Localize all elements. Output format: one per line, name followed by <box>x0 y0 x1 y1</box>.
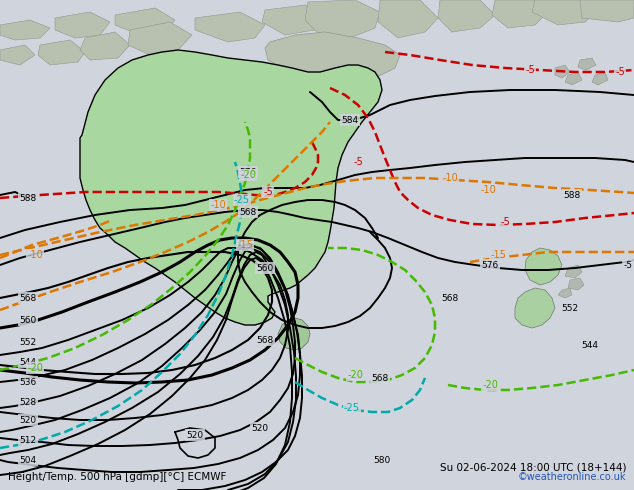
Text: -5: -5 <box>353 157 363 167</box>
Text: 528: 528 <box>20 397 37 407</box>
Text: 568: 568 <box>372 373 389 383</box>
Polygon shape <box>80 50 382 325</box>
Polygon shape <box>558 288 572 298</box>
Polygon shape <box>305 0 380 38</box>
Text: -5: -5 <box>525 65 535 75</box>
Text: -20: -20 <box>240 170 256 180</box>
Text: 544: 544 <box>581 341 598 349</box>
Text: 568: 568 <box>256 336 274 344</box>
Text: 544: 544 <box>20 358 37 367</box>
Text: -20: -20 <box>27 363 43 373</box>
Text: 520: 520 <box>20 416 37 424</box>
Polygon shape <box>278 318 310 350</box>
Text: 504: 504 <box>20 456 37 465</box>
Polygon shape <box>492 0 548 28</box>
Text: Height/Temp. 500 hPa [gdmp][°C] ECMWF: Height/Temp. 500 hPa [gdmp][°C] ECMWF <box>8 472 226 482</box>
Text: -10: -10 <box>27 250 43 260</box>
Text: -20: -20 <box>482 380 498 390</box>
Text: -20: -20 <box>347 370 363 380</box>
Text: 576: 576 <box>240 168 257 176</box>
Text: 552: 552 <box>20 338 37 346</box>
Polygon shape <box>592 72 608 85</box>
Text: -25: -25 <box>344 403 360 413</box>
Text: -10: -10 <box>210 200 226 210</box>
Polygon shape <box>578 58 596 70</box>
Text: 568: 568 <box>441 294 458 302</box>
Text: 588: 588 <box>564 191 581 199</box>
Polygon shape <box>195 12 265 42</box>
Text: 520: 520 <box>252 423 269 433</box>
Text: 536: 536 <box>20 377 37 387</box>
Text: 560: 560 <box>256 264 274 272</box>
Polygon shape <box>80 32 130 60</box>
Text: ©weatheronline.co.uk: ©weatheronline.co.uk <box>517 472 626 482</box>
Text: 588: 588 <box>20 194 37 202</box>
Text: Su 02-06-2024 18:00 UTC (18+144): Su 02-06-2024 18:00 UTC (18+144) <box>439 462 626 472</box>
Polygon shape <box>515 288 555 328</box>
Text: -10: -10 <box>480 185 496 195</box>
Polygon shape <box>262 5 328 35</box>
Polygon shape <box>265 32 400 82</box>
Polygon shape <box>532 0 598 25</box>
Text: 580: 580 <box>373 456 391 465</box>
Text: 576: 576 <box>481 261 498 270</box>
Text: -10: -10 <box>442 173 458 183</box>
Polygon shape <box>565 265 582 278</box>
Text: 520: 520 <box>186 431 204 440</box>
Text: 568: 568 <box>240 207 257 217</box>
Text: -25: -25 <box>234 195 250 205</box>
Polygon shape <box>568 278 584 290</box>
Polygon shape <box>555 65 570 78</box>
Text: -5: -5 <box>263 187 273 197</box>
Polygon shape <box>0 45 35 65</box>
Text: -15: -15 <box>490 250 506 260</box>
Text: -15: -15 <box>237 240 253 250</box>
Text: 568: 568 <box>20 294 37 302</box>
Polygon shape <box>0 20 50 40</box>
Text: 512: 512 <box>20 436 37 444</box>
Polygon shape <box>438 0 495 32</box>
Polygon shape <box>128 22 192 55</box>
Text: -5: -5 <box>500 217 510 227</box>
Polygon shape <box>580 0 634 22</box>
Text: 560: 560 <box>20 316 37 324</box>
Text: -5: -5 <box>615 67 625 77</box>
Text: -5: -5 <box>623 261 633 270</box>
Polygon shape <box>378 0 438 38</box>
Polygon shape <box>565 72 582 85</box>
Text: 584: 584 <box>342 116 359 124</box>
Polygon shape <box>115 8 175 35</box>
Polygon shape <box>525 248 562 285</box>
Polygon shape <box>55 12 110 38</box>
Text: 552: 552 <box>562 303 579 313</box>
Polygon shape <box>38 40 85 65</box>
